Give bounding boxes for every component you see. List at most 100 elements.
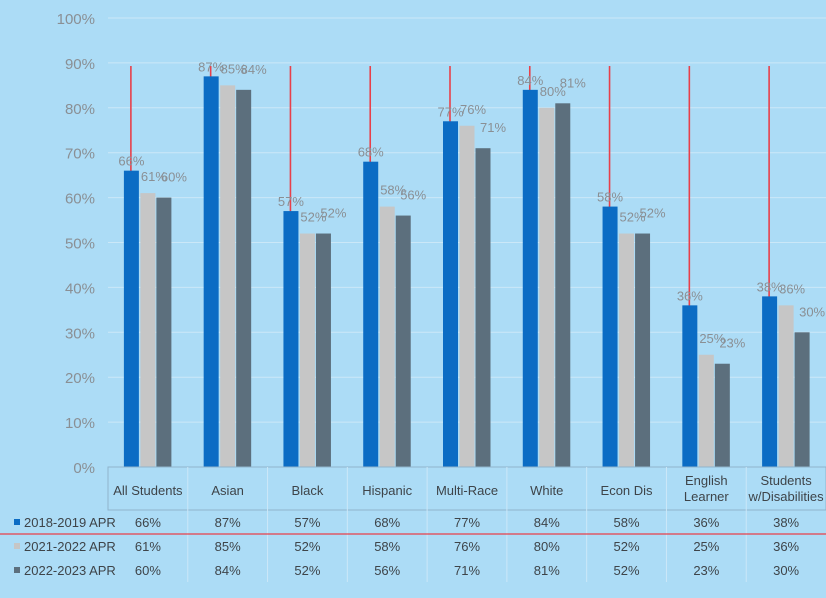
bar-1 bbox=[363, 161, 379, 467]
y-tick-label: 90% bbox=[65, 56, 95, 73]
y-tick-label: 30% bbox=[65, 325, 95, 342]
data-label: 76% bbox=[460, 102, 486, 117]
bar-3 bbox=[635, 233, 651, 467]
table-cell: 84% bbox=[215, 563, 241, 578]
y-tick-label: 40% bbox=[65, 280, 95, 297]
data-label: 61% bbox=[141, 169, 167, 184]
legend-label: 2018-2019 APR bbox=[24, 515, 116, 530]
table-cell: 84% bbox=[534, 515, 560, 530]
bar-1 bbox=[522, 89, 538, 467]
data-label: 52% bbox=[320, 206, 346, 221]
bar-1 bbox=[682, 305, 698, 467]
bar-3 bbox=[475, 148, 491, 467]
bar-3 bbox=[315, 233, 331, 467]
bar-2 bbox=[140, 193, 156, 468]
table-cell: 80% bbox=[534, 539, 560, 554]
bar-1 bbox=[283, 211, 299, 467]
bar-2 bbox=[778, 305, 794, 467]
bar-2 bbox=[539, 107, 555, 468]
table-cell: 52% bbox=[294, 539, 320, 554]
bar-2 bbox=[379, 206, 395, 467]
table-cell: 58% bbox=[374, 539, 400, 554]
table-cell: 71% bbox=[454, 563, 480, 578]
category-label: English bbox=[685, 473, 728, 488]
data-label: 66% bbox=[118, 154, 144, 169]
table-cell: 25% bbox=[693, 539, 719, 554]
bar-2 bbox=[459, 125, 475, 467]
data-label: 52% bbox=[620, 210, 646, 225]
bar-3 bbox=[714, 363, 730, 467]
bar-1 bbox=[203, 76, 219, 468]
bar-1 bbox=[602, 206, 618, 467]
table-cell: 36% bbox=[773, 539, 799, 554]
table-cell: 57% bbox=[294, 515, 320, 530]
data-label: 60% bbox=[161, 170, 187, 185]
legend-key-1 bbox=[14, 519, 20, 525]
bar-2 bbox=[698, 354, 714, 467]
table-cell: 68% bbox=[374, 515, 400, 530]
data-label: 38% bbox=[757, 279, 783, 294]
table-cell: 30% bbox=[773, 563, 799, 578]
data-label: 57% bbox=[278, 194, 304, 209]
y-tick-label: 60% bbox=[65, 191, 95, 208]
bar-3 bbox=[555, 103, 571, 467]
table-cell: 23% bbox=[693, 563, 719, 578]
bar-3 bbox=[156, 197, 172, 467]
category-label: White bbox=[530, 483, 563, 498]
bar-3 bbox=[794, 332, 810, 467]
table-cell: 52% bbox=[294, 563, 320, 578]
bar-1 bbox=[443, 121, 458, 468]
bar-3 bbox=[236, 89, 252, 467]
category-label: Learner bbox=[684, 489, 729, 504]
data-label: 85% bbox=[221, 61, 247, 76]
legend-key-2 bbox=[14, 543, 20, 549]
table-cell: 66% bbox=[135, 515, 161, 530]
data-label: 81% bbox=[560, 75, 586, 90]
data-label: 87% bbox=[198, 59, 224, 74]
table-cell: 85% bbox=[215, 539, 241, 554]
data-label: 68% bbox=[358, 145, 384, 160]
table-cell: 52% bbox=[614, 539, 640, 554]
data-label: 80% bbox=[540, 84, 566, 99]
legend-key-3 bbox=[14, 567, 20, 573]
legend-label: 2022-2023 APR bbox=[24, 563, 116, 578]
legend-label: 2021-2022 APR bbox=[24, 539, 116, 554]
table-cell: 56% bbox=[374, 563, 400, 578]
data-label: 71% bbox=[480, 120, 506, 135]
category-label: Econ Dis bbox=[601, 483, 654, 498]
table-cell: 38% bbox=[773, 515, 799, 530]
bar-1 bbox=[762, 296, 778, 467]
table-cell: 81% bbox=[534, 563, 560, 578]
table-cell: 87% bbox=[215, 515, 241, 530]
table-cell: 76% bbox=[454, 539, 480, 554]
category-label: Multi-Race bbox=[436, 483, 498, 498]
data-label: 52% bbox=[640, 206, 666, 221]
data-label: 56% bbox=[400, 188, 426, 203]
table-cell: 36% bbox=[693, 515, 719, 530]
data-label: 30% bbox=[799, 304, 825, 319]
data-label: 25% bbox=[699, 331, 725, 346]
bar-2 bbox=[220, 85, 236, 467]
data-label: 58% bbox=[380, 183, 406, 198]
data-label: 52% bbox=[300, 210, 326, 225]
bar-2 bbox=[619, 233, 635, 467]
category-label: Hispanic bbox=[362, 483, 412, 498]
data-label: 36% bbox=[779, 281, 805, 296]
table-cell: 58% bbox=[614, 515, 640, 530]
table-cell: 61% bbox=[135, 539, 161, 554]
y-tick-label: 10% bbox=[65, 415, 95, 432]
table-header-border bbox=[107, 466, 826, 511]
bar-2 bbox=[299, 233, 315, 467]
table-cell: 77% bbox=[454, 515, 480, 530]
data-label: 23% bbox=[719, 336, 745, 351]
y-tick-label: 20% bbox=[65, 370, 95, 387]
y-tick-label: 70% bbox=[65, 146, 95, 163]
data-label: 58% bbox=[597, 190, 623, 205]
table-cell: 52% bbox=[614, 563, 640, 578]
bar-3 bbox=[395, 215, 411, 467]
bar-1 bbox=[123, 170, 139, 467]
y-tick-label: 80% bbox=[65, 101, 95, 118]
category-label: Asian bbox=[211, 483, 244, 498]
